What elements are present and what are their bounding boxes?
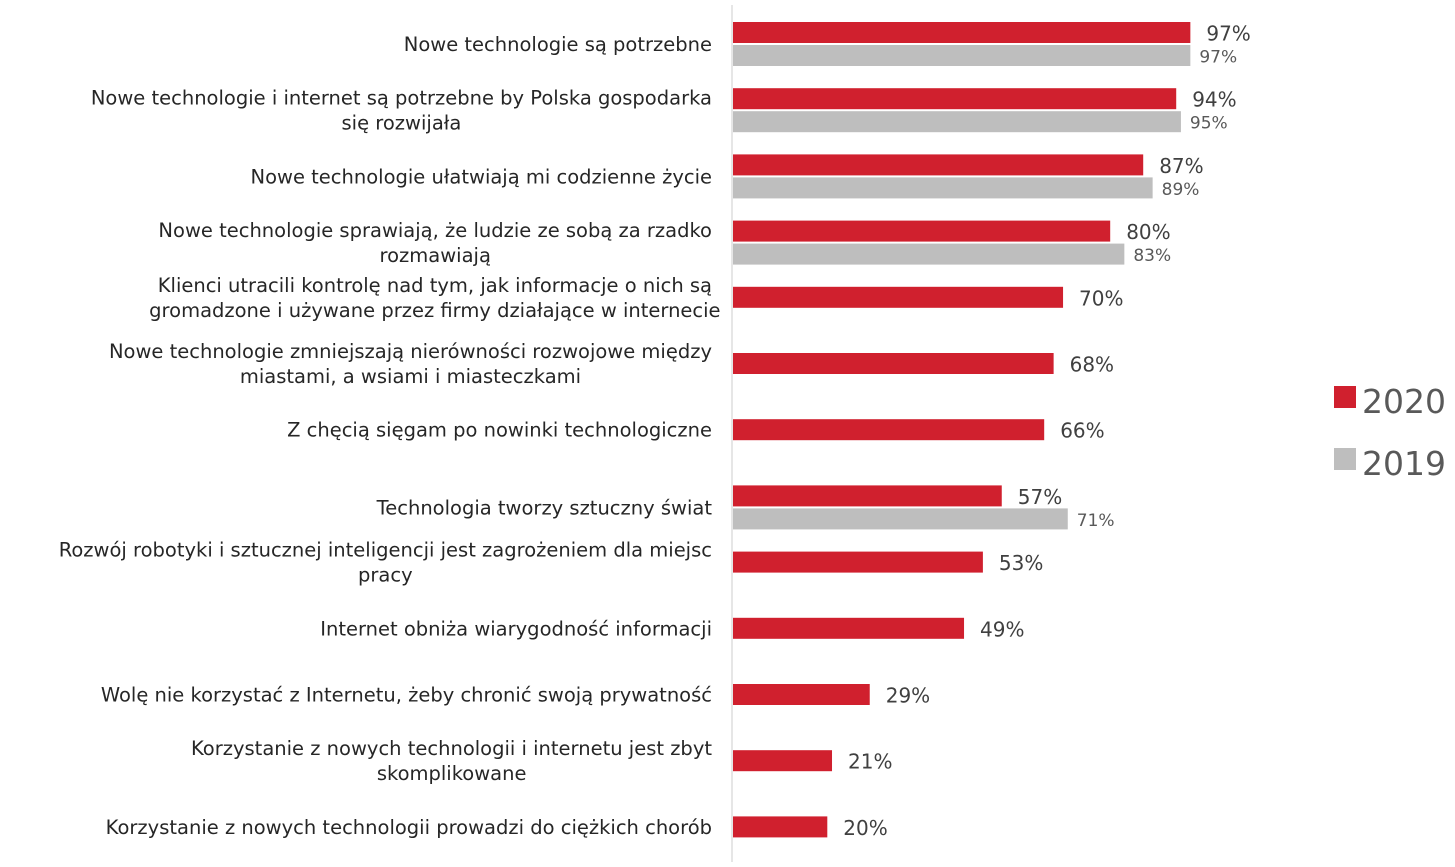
category-label: Nowe technologie są potrzebne xyxy=(404,33,712,56)
legend-label-2020: 2020 xyxy=(1362,382,1446,421)
bar-2019 xyxy=(733,508,1068,530)
legend-swatch-2019 xyxy=(1334,448,1356,470)
bar-2020 xyxy=(733,750,833,772)
bar-2020 xyxy=(733,419,1045,441)
category-label: Technologia tworzy sztuczny świat xyxy=(376,496,713,519)
data-label-2020: 49% xyxy=(980,617,1024,641)
category-label: Nowe technologie i internet są potrzebne… xyxy=(91,87,712,110)
bar-2019 xyxy=(733,243,1125,265)
bar-2020 xyxy=(733,286,1064,308)
data-label-2019: 83% xyxy=(1133,246,1171,266)
data-label-2020: 53% xyxy=(999,551,1043,575)
data-label-2020: 66% xyxy=(1060,419,1104,443)
bar-2019 xyxy=(733,111,1181,133)
data-label-2019: 89% xyxy=(1162,180,1200,200)
bar-2019 xyxy=(733,177,1153,199)
data-label-2019: 95% xyxy=(1190,114,1228,134)
category-label: Z chęcią sięgam po nowinki technologiczn… xyxy=(287,419,712,442)
bar-2020 xyxy=(733,617,965,639)
legend: 2020 2019 xyxy=(1334,382,1446,483)
data-label-2020: 70% xyxy=(1079,286,1123,310)
data-label-2020: 94% xyxy=(1192,88,1236,112)
bar-2020 xyxy=(733,22,1191,43)
category-labels: Nowe technologie są potrzebne Nowe techno… xyxy=(59,33,721,839)
bar-2020 xyxy=(733,816,828,838)
bar-2020 xyxy=(733,88,1177,110)
category-label: Rozwój robotyki i sztucznej inteligencji… xyxy=(59,539,712,562)
data-label-2020: 57% xyxy=(1018,485,1062,509)
bar-2020 xyxy=(733,353,1054,374)
data-label-2019: 97% xyxy=(1199,48,1237,68)
data-label-2020: 20% xyxy=(843,816,887,840)
value-labels: 97%97% 94%95% 87%89% 80%83% 70% 68% 66% 57% 71% 5… xyxy=(843,22,1251,840)
bar-2020 xyxy=(733,551,983,573)
category-label: Wolę nie korzystać z Internetu, żeby chr… xyxy=(101,684,712,707)
category-label: pracy xyxy=(358,564,413,587)
category-label: się rozwijała xyxy=(342,112,462,135)
category-label: Klienci utracili kontrolę nad tym, jak i… xyxy=(158,274,712,297)
category-label: Nowe technologie ułatwiają mi codzienne … xyxy=(250,165,712,188)
category-label: Korzystanie z nowych technologii i inter… xyxy=(191,737,712,760)
data-label-2019: 71% xyxy=(1077,511,1115,531)
bar-2020 xyxy=(733,485,1002,507)
data-label-2020: 21% xyxy=(848,750,892,774)
legend-swatch-2020 xyxy=(1334,386,1356,408)
bars xyxy=(733,22,1191,838)
category-label: miastami, a wsiami i miasteczkami xyxy=(240,365,581,388)
data-label-2020: 80% xyxy=(1126,220,1170,244)
category-label: Internet obniża wiarygodność informacji xyxy=(320,617,712,640)
bar-2019 xyxy=(733,45,1191,66)
category-label: Nowe technologie sprawiają, że ludzie ze… xyxy=(158,219,712,242)
category-label: skomplikowane xyxy=(377,762,527,785)
data-label-2020: 29% xyxy=(886,684,930,708)
data-label-2020: 68% xyxy=(1070,353,1114,377)
bar-2020 xyxy=(733,684,870,705)
data-label-2020: 97% xyxy=(1206,22,1250,46)
bar-2020 xyxy=(733,220,1111,242)
category-label: rozmawiają xyxy=(380,244,491,267)
category-label: gromadzone i używane przez firmy działaj… xyxy=(149,299,720,322)
data-label-2020: 87% xyxy=(1159,154,1203,178)
bar-2020 xyxy=(733,154,1144,176)
category-label: Korzystanie z nowych technologii prowadz… xyxy=(106,816,712,839)
legend-label-2019: 2019 xyxy=(1362,444,1446,483)
category-label: Nowe technologie zmniejszają nierówności… xyxy=(109,340,712,363)
